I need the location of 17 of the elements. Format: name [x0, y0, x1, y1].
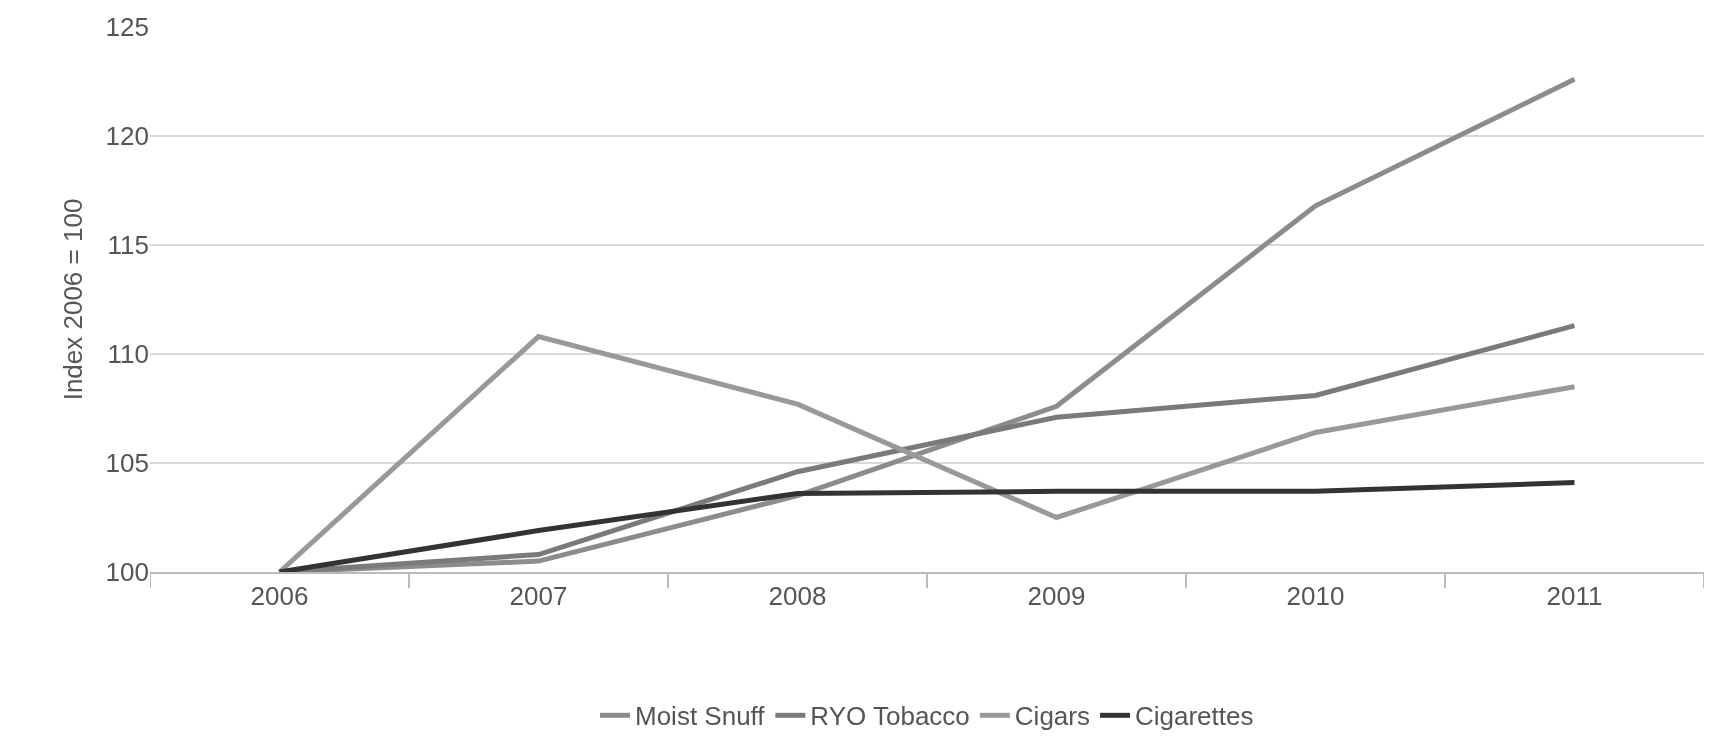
- legend-label: Cigars: [1014, 701, 1090, 732]
- x-tick-label: 2011: [1546, 581, 1603, 612]
- x-tick-label: 2007: [509, 581, 568, 612]
- y-tick-label: 120: [105, 121, 149, 152]
- y-tick-label: 125: [105, 12, 149, 43]
- y-tick-label: 110: [107, 339, 149, 370]
- x-tick-label: 2008: [768, 581, 827, 612]
- x-tick-label: 2006: [250, 581, 309, 612]
- legend-label: Cigarettes: [1134, 701, 1254, 732]
- legend-label: Moist Snuff: [635, 701, 766, 732]
- y-tick-label: 105: [105, 448, 149, 479]
- legend-label: RYO Tobacco: [810, 701, 970, 732]
- y-tick-label: 115: [107, 230, 149, 261]
- x-tick-label: 2009: [1027, 581, 1086, 612]
- x-tick-label: 2010: [1286, 581, 1345, 612]
- y-tick-label: 100: [105, 557, 149, 588]
- y-axis-title: Index 2006 = 100: [58, 198, 89, 401]
